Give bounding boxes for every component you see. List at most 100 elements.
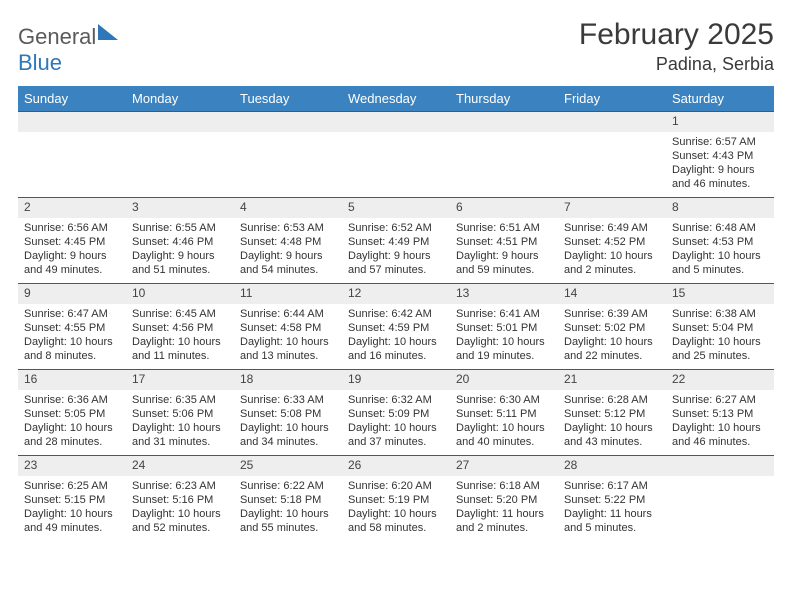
sunset-text: Sunset: 5:22 PM (564, 493, 660, 507)
day-number: 4 (234, 197, 342, 218)
sunrise-text: Sunrise: 6:20 AM (348, 479, 444, 493)
sunset-text: Sunset: 5:02 PM (564, 321, 660, 335)
day-body: Sunrise: 6:35 AMSunset: 5:06 PMDaylight:… (126, 390, 234, 454)
dayhead-tuesday: Tuesday (234, 86, 342, 111)
dayhead-wednesday: Wednesday (342, 86, 450, 111)
day-number: 21 (558, 369, 666, 390)
day-cell (450, 111, 558, 197)
day-cell: 4Sunrise: 6:53 AMSunset: 4:48 PMDaylight… (234, 197, 342, 283)
sunrise-text: Sunrise: 6:25 AM (24, 479, 120, 493)
day-number: 17 (126, 369, 234, 390)
sunset-text: Sunset: 5:20 PM (456, 493, 552, 507)
day-number: 20 (450, 369, 558, 390)
day-body: Sunrise: 6:55 AMSunset: 4:46 PMDaylight:… (126, 218, 234, 282)
sunset-text: Sunset: 4:48 PM (240, 235, 336, 249)
daylight-text: Daylight: 10 hours and 5 minutes. (672, 249, 768, 278)
day-cell: 15Sunrise: 6:38 AMSunset: 5:04 PMDayligh… (666, 283, 774, 369)
sunrise-text: Sunrise: 6:48 AM (672, 221, 768, 235)
daylight-text: Daylight: 9 hours and 46 minutes. (672, 163, 768, 192)
sunset-text: Sunset: 5:16 PM (132, 493, 228, 507)
day-cell (126, 111, 234, 197)
sunrise-text: Sunrise: 6:32 AM (348, 393, 444, 407)
sunset-text: Sunset: 4:46 PM (132, 235, 228, 249)
sunset-text: Sunset: 5:08 PM (240, 407, 336, 421)
day-number: 2 (18, 197, 126, 218)
sunrise-text: Sunrise: 6:55 AM (132, 221, 228, 235)
logo-text-blue: Blue (18, 50, 62, 75)
daylight-text: Daylight: 10 hours and 46 minutes. (672, 421, 768, 450)
dayhead-row: Sunday Monday Tuesday Wednesday Thursday… (18, 86, 774, 111)
sunset-text: Sunset: 4:43 PM (672, 149, 768, 163)
week-row: 16Sunrise: 6:36 AMSunset: 5:05 PMDayligh… (18, 369, 774, 455)
day-number: 26 (342, 455, 450, 476)
sunset-text: Sunset: 5:11 PM (456, 407, 552, 421)
sunset-text: Sunset: 4:56 PM (132, 321, 228, 335)
daylight-text: Daylight: 10 hours and 34 minutes. (240, 421, 336, 450)
header: General Blue February 2025 Padina, Serbi… (18, 18, 774, 76)
day-number: 6 (450, 197, 558, 218)
sunset-text: Sunset: 5:18 PM (240, 493, 336, 507)
sail-icon (98, 24, 118, 40)
sunrise-text: Sunrise: 6:45 AM (132, 307, 228, 321)
month-title: February 2025 (579, 18, 774, 52)
day-body (450, 132, 558, 139)
day-body (342, 132, 450, 139)
daylight-text: Daylight: 9 hours and 57 minutes. (348, 249, 444, 278)
sunrise-text: Sunrise: 6:41 AM (456, 307, 552, 321)
sunrise-text: Sunrise: 6:49 AM (564, 221, 660, 235)
day-number: 3 (126, 197, 234, 218)
sunrise-text: Sunrise: 6:57 AM (672, 135, 768, 149)
day-number: 12 (342, 283, 450, 304)
daylight-text: Daylight: 10 hours and 22 minutes. (564, 335, 660, 364)
daylight-text: Daylight: 10 hours and 37 minutes. (348, 421, 444, 450)
day-cell: 24Sunrise: 6:23 AMSunset: 5:16 PMDayligh… (126, 455, 234, 541)
daylight-text: Daylight: 11 hours and 5 minutes. (564, 507, 660, 536)
daylight-text: Daylight: 10 hours and 43 minutes. (564, 421, 660, 450)
day-body: Sunrise: 6:47 AMSunset: 4:55 PMDaylight:… (18, 304, 126, 368)
week-row: 1Sunrise: 6:57 AMSunset: 4:43 PMDaylight… (18, 111, 774, 197)
day-cell: 26Sunrise: 6:20 AMSunset: 5:19 PMDayligh… (342, 455, 450, 541)
day-body: Sunrise: 6:25 AMSunset: 5:15 PMDaylight:… (18, 476, 126, 540)
day-cell: 8Sunrise: 6:48 AMSunset: 4:53 PMDaylight… (666, 197, 774, 283)
day-cell (666, 455, 774, 541)
day-cell (234, 111, 342, 197)
day-number (126, 111, 234, 132)
day-cell: 18 Sunrise: 6:33 AMSunset: 5:08 PMDayligh… (234, 369, 342, 455)
day-body (666, 476, 774, 483)
day-body: Sunrise: 6:45 AMSunset: 4:56 PMDaylight:… (126, 304, 234, 368)
day-number: 18 (234, 369, 342, 390)
week-row: 23Sunrise: 6:25 AMSunset: 5:15 PMDayligh… (18, 455, 774, 541)
logo-text-general: General (18, 24, 96, 49)
daylight-text: Daylight: 10 hours and 8 minutes. (24, 335, 120, 364)
dayhead-sunday: Sunday (18, 86, 126, 111)
day-number: 5 (342, 197, 450, 218)
day-body: Sunrise: 6:20 AMSunset: 5:19 PMDaylight:… (342, 476, 450, 540)
daylight-text: Daylight: 10 hours and 55 minutes. (240, 507, 336, 536)
location: Padina, Serbia (579, 54, 774, 75)
day-cell: 3Sunrise: 6:55 AMSunset: 4:46 PMDaylight… (126, 197, 234, 283)
day-cell (18, 111, 126, 197)
day-body: Sunrise: 6:38 AMSunset: 5:04 PMDaylight:… (666, 304, 774, 368)
day-number: 23 (18, 455, 126, 476)
day-number: 7 (558, 197, 666, 218)
day-number: 13 (450, 283, 558, 304)
day-body: Sunrise: 6:23 AMSunset: 5:16 PMDaylight:… (126, 476, 234, 540)
daylight-text: Daylight: 9 hours and 49 minutes. (24, 249, 120, 278)
sunrise-text: Sunrise: 6:33 AM (240, 393, 336, 407)
day-body (558, 132, 666, 139)
day-cell: 19Sunrise: 6:32 AMSunset: 5:09 PMDayligh… (342, 369, 450, 455)
sunset-text: Sunset: 4:55 PM (24, 321, 120, 335)
sunrise-text: Sunrise: 6:42 AM (348, 307, 444, 321)
sunset-text: Sunset: 5:05 PM (24, 407, 120, 421)
day-body (18, 132, 126, 139)
calendar-table: Sunday Monday Tuesday Wednesday Thursday… (18, 86, 774, 541)
sunrise-text: Sunrise: 6:56 AM (24, 221, 120, 235)
daylight-text: Daylight: 10 hours and 13 minutes. (240, 335, 336, 364)
day-number (450, 111, 558, 132)
day-cell: 22Sunrise: 6:27 AMSunset: 5:13 PMDayligh… (666, 369, 774, 455)
day-number: 15 (666, 283, 774, 304)
daylight-text: Daylight: 10 hours and 31 minutes. (132, 421, 228, 450)
sunrise-text: Sunrise: 6:22 AM (240, 479, 336, 493)
day-cell: 6Sunrise: 6:51 AMSunset: 4:51 PMDaylight… (450, 197, 558, 283)
sunrise-text: Sunrise: 6:44 AM (240, 307, 336, 321)
